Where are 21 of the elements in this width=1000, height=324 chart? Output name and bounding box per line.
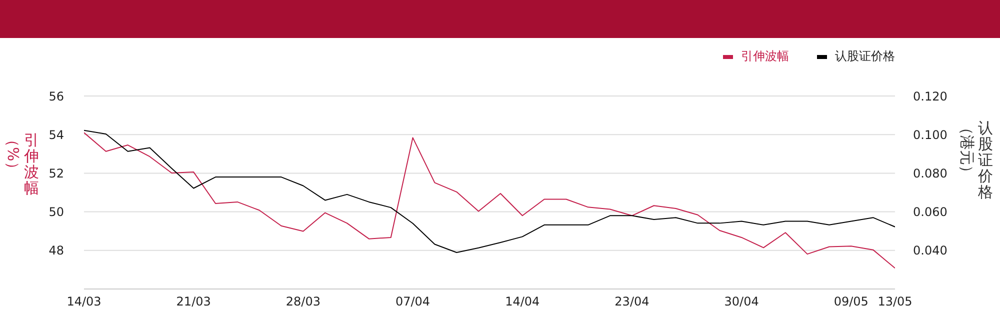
legend-label: 认股证价格 bbox=[834, 48, 895, 65]
y-tick-label: 52 bbox=[48, 166, 64, 180]
x-tick-label: 09/05 bbox=[834, 294, 868, 309]
x-tick-label: 21/03 bbox=[176, 294, 211, 309]
x-tick-label: 13/05 bbox=[878, 294, 912, 309]
y-tick-label: 50 bbox=[48, 205, 64, 220]
x-tick-label: 07/04 bbox=[395, 294, 430, 309]
x-tick-label: 30/04 bbox=[724, 294, 759, 309]
y2-tick-label: 0.100 bbox=[913, 128, 948, 142]
y2-tick-label: 0.040 bbox=[913, 244, 948, 258]
x-tick-label: 28/03 bbox=[286, 294, 320, 309]
y2-tick-label: 0.120 bbox=[913, 89, 948, 104]
y2-tick-label: 0.080 bbox=[913, 166, 948, 180]
y2-tick-label: 0.060 bbox=[913, 205, 948, 220]
legend-label: 引伸波幅 bbox=[740, 48, 789, 65]
x-tick-label: 14/03 bbox=[66, 294, 102, 309]
x-tick-label: 23/04 bbox=[614, 294, 650, 309]
x-tick-label: 14/04 bbox=[505, 294, 540, 309]
y-tick-label: 48 bbox=[48, 244, 64, 258]
y-tick-label: 54 bbox=[48, 128, 64, 142]
y-tick-label: 56 bbox=[48, 89, 64, 104]
